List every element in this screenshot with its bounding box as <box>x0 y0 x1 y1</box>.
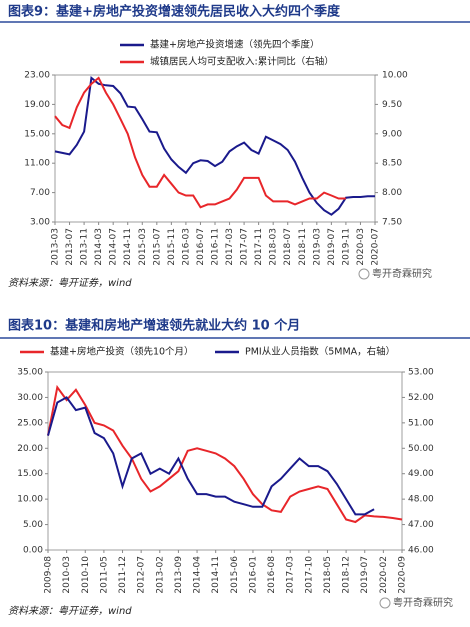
x-tick-label: 2017-03 <box>286 556 296 594</box>
y-tick-label: 19.00 <box>24 100 50 110</box>
x-tick-label: 2018-12 <box>342 556 352 594</box>
y2-tick-label: 10.00 <box>382 71 408 81</box>
x-tick-label: 2020-09 <box>398 556 408 594</box>
y2-tick-label: 46.00 <box>408 546 434 556</box>
legend-label: 城镇居民人均可支配收入:累计同比（右轴） <box>150 56 334 68</box>
legend-label: PMI从业人员指数（5MMA，右轴） <box>245 346 395 358</box>
plot-frame <box>54 74 376 223</box>
y-tick-label: 30.00 <box>17 393 43 403</box>
x-tick-label: 2014-03 <box>94 228 104 266</box>
chart-title: 图表9：基建+房地产投资增速领先居民收入大约四个季度 <box>8 4 341 20</box>
y2-tick-label: 8.00 <box>382 188 402 198</box>
x-tick-label: 2016-07 <box>196 228 206 266</box>
watermark-icon <box>379 597 391 609</box>
x-tick-label: 2011-05 <box>99 556 109 594</box>
y2-tick-label: 9.50 <box>382 100 402 110</box>
plot-frame <box>47 371 403 551</box>
x-tick-label: 2019-07 <box>360 556 370 594</box>
x-tick-label: 2015-06 <box>230 556 240 594</box>
y-tick-label: 10.00 <box>17 495 43 505</box>
x-tick-label: 2013-02 <box>155 556 165 594</box>
x-tick-label: 2018-05 <box>323 556 333 594</box>
x-tick-label: 2016-08 <box>267 556 277 594</box>
x-tick-label: 2020-02 <box>379 556 389 594</box>
x-tick-label: 2018-07 <box>283 228 293 266</box>
x-tick-label: 2016-01 <box>248 556 258 594</box>
x-tick-label: 2014-04 <box>193 556 203 594</box>
source-note: 资料来源：粤开证券，wind <box>8 277 132 289</box>
series-line <box>47 384 403 524</box>
y2-tick-label: 49.00 <box>408 469 434 479</box>
x-tick-label: 2016-11 <box>211 228 221 266</box>
chart-title: 图表10：基建和房地产增速领先就业大约 10 个月 <box>8 318 300 334</box>
series-line <box>54 75 375 216</box>
x-tick-label: 2013-07 <box>65 228 75 266</box>
y2-tick-label: 8.50 <box>382 159 402 169</box>
watermark: 粤开奇霖研究 <box>393 596 453 609</box>
y-tick-label: 20.00 <box>17 444 43 454</box>
x-tick-label: 2015-07 <box>152 228 162 266</box>
x-tick-label: 2013-03 <box>51 228 61 266</box>
y2-tick-label: 53.00 <box>408 368 434 378</box>
x-tick-label: 2010-03 <box>62 556 72 594</box>
y2-tick-label: 48.00 <box>408 495 434 505</box>
series-line <box>47 396 375 516</box>
x-tick-label: 2019-07 <box>327 228 337 266</box>
legend-label: 基建+房地产投资（领先10个月） <box>50 346 194 358</box>
y-tick-label: 35.00 <box>17 368 43 378</box>
x-tick-label: 2015-11 <box>167 228 177 266</box>
x-tick-label: 2020-07 <box>371 228 381 266</box>
x-tick-label: 2019-03 <box>312 228 322 266</box>
x-tick-label: 2014-11 <box>211 556 221 594</box>
x-tick-label: 2010-10 <box>81 556 91 594</box>
y2-tick-label: 9.00 <box>382 129 402 139</box>
x-tick-label: 2018-03 <box>269 228 279 266</box>
x-tick-label: 2019-11 <box>341 228 351 266</box>
x-tick-label: 2013-09 <box>174 556 184 594</box>
x-tick-label: 2017-07 <box>240 228 250 266</box>
y-tick-label: 3.00 <box>30 218 50 228</box>
y-tick-label: 23.00 <box>24 71 50 81</box>
x-tick-label: 2014-11 <box>123 228 133 266</box>
y-tick-label: 0.00 <box>23 546 43 556</box>
y-tick-label: 7.00 <box>30 188 50 198</box>
x-tick-label: 2017-03 <box>225 228 235 266</box>
x-tick-label: 2020-03 <box>356 228 366 266</box>
y2-tick-label: 7.50 <box>382 218 402 228</box>
y-tick-label: 25.00 <box>17 418 43 428</box>
x-tick-label: 2013-11 <box>80 228 90 266</box>
x-tick-label: 2015-03 <box>138 228 148 266</box>
x-tick-label: 2012-07 <box>137 556 147 594</box>
y-tick-label: 11.00 <box>24 159 50 169</box>
x-tick-label: 2018-11 <box>298 228 308 266</box>
x-tick-label: 2016-03 <box>181 228 191 266</box>
legend-label: 基建+房地产投资增速（领先四个季度） <box>150 39 319 51</box>
x-tick-label: 2014-07 <box>109 228 119 266</box>
y2-tick-label: 52.00 <box>408 393 434 403</box>
watermark: 粤开奇霖研究 <box>372 267 432 280</box>
x-tick-label: 2017-11 <box>254 228 264 266</box>
x-tick-label: 2009-08 <box>44 556 54 594</box>
source-note: 资料来源：粤开证券，wind <box>8 605 132 617</box>
y2-tick-label: 50.00 <box>408 444 434 454</box>
series-line <box>54 76 346 209</box>
watermark-icon <box>358 268 370 280</box>
y-tick-label: 5.00 <box>23 520 43 530</box>
y2-tick-label: 47.00 <box>408 520 434 530</box>
x-tick-label: 2011-12 <box>118 556 128 594</box>
x-tick-label: 2017-10 <box>304 556 314 594</box>
y-tick-label: 15.00 <box>17 469 43 479</box>
y-tick-label: 15.00 <box>24 129 50 139</box>
y2-tick-label: 51.00 <box>408 418 434 428</box>
